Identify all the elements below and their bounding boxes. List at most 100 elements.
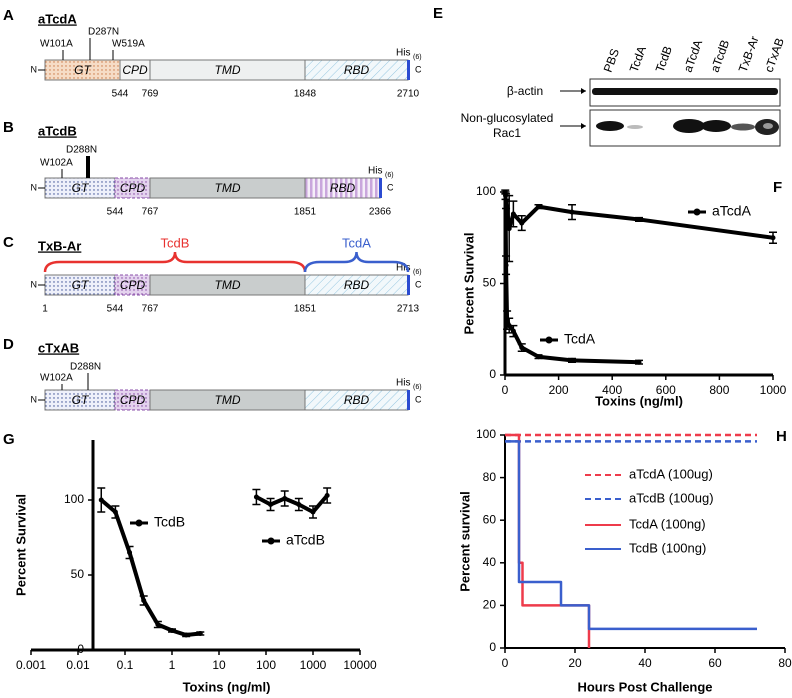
mutation-label: D288N [70, 362, 101, 373]
residue-number: 1851 [294, 304, 317, 315]
brace-label: TcdB [161, 235, 190, 250]
domain-label: TMD [215, 63, 241, 77]
residue-number: 2366 [369, 207, 392, 218]
data-point [183, 632, 189, 638]
mutation-label: D288N [66, 145, 97, 156]
y-tick-label: 0 [489, 640, 496, 654]
legend-swatch-marker [135, 519, 143, 527]
panel-letter: H [776, 428, 787, 445]
his-tag: His [368, 166, 382, 177]
his-tag-sub: (6) [413, 269, 422, 276]
mutation-label: W102A [40, 373, 73, 384]
y-tick-label: 60 [483, 512, 497, 526]
data-point [169, 628, 175, 633]
x-tick-label: 0 [502, 656, 509, 670]
y-axis-label: Percent Survival [13, 494, 28, 596]
x-tick-label: 20 [568, 656, 582, 670]
data-point [296, 502, 302, 507]
x-tick-label: 800 [709, 383, 729, 397]
domain-label: CPD [122, 63, 148, 77]
legend-label: aTcdA (100ug) [629, 466, 713, 481]
data-point [510, 211, 516, 217]
residue-number: 1 [42, 304, 48, 315]
data-point [536, 204, 541, 210]
legend-label: aTcdB (100ug) [629, 490, 714, 505]
residue-number: 544 [107, 207, 124, 218]
legend-label: TcdB (100ng) [629, 540, 706, 555]
series-line [505, 433, 591, 648]
lane-label: cTxAB [762, 36, 787, 74]
band [763, 123, 773, 129]
lane-label: TcdB [653, 44, 675, 74]
brace [43, 251, 307, 273]
lane-label: aTcdA [681, 38, 706, 74]
data-point [324, 493, 330, 498]
lane-label: PBS [601, 47, 622, 74]
panel-letter: F [773, 179, 782, 196]
x-tick-label: 200 [549, 383, 569, 397]
x-tick-label: 1000 [760, 383, 787, 397]
band [596, 121, 624, 131]
y-axis-label: Percent survival [457, 491, 472, 591]
x-tick-label: 60 [708, 656, 722, 670]
his-tag: His [396, 263, 410, 274]
data-point [506, 226, 512, 232]
residue-number: 1851 [294, 207, 317, 218]
domain-label: RBD [344, 393, 370, 407]
data-point [141, 598, 147, 603]
construct-title: aTcdB [38, 123, 77, 138]
domain-label: CPD [120, 393, 146, 407]
residue-number: 2713 [397, 304, 420, 315]
c-terminus: C [415, 64, 422, 74]
y-axis-label: Percent Survival [461, 233, 476, 335]
mutation-label: W519A [112, 39, 145, 50]
his-tag-mark [379, 178, 382, 198]
x-tick-label: 0.01 [66, 658, 90, 672]
x-tick-label: 400 [602, 383, 622, 397]
his-tag-mark [407, 60, 410, 80]
y-tick-label: 100 [476, 427, 496, 441]
his-tag: His [396, 48, 410, 59]
data-point [770, 235, 776, 241]
x-axis-label: Toxins (ng/ml) [183, 679, 271, 694]
x-axis-label: Toxins (ng/ml) [595, 393, 683, 408]
legend-swatch-marker [693, 208, 701, 216]
n-terminus: N [31, 279, 38, 289]
y-tick-label: 100 [476, 184, 496, 198]
blot-row-label: β-actin [506, 84, 544, 98]
band [731, 123, 755, 131]
domain-label: GT [74, 63, 92, 77]
panel-letter: C [3, 234, 14, 251]
x-tick-label: 10000 [343, 658, 377, 672]
n-terminus: N [31, 182, 38, 192]
x-tick-label: 40 [638, 656, 652, 670]
x-tick-label: 0 [502, 383, 509, 397]
data-point [253, 494, 259, 500]
panel-letter: D [3, 336, 14, 353]
residue-number: 544 [112, 89, 129, 100]
his-tag-mark [407, 275, 410, 295]
data-point [502, 189, 508, 195]
data-point [569, 357, 575, 363]
arrow-head [581, 123, 586, 129]
x-tick-label: 1 [169, 658, 176, 672]
residue-number: 769 [142, 89, 159, 100]
residue-number: 767 [142, 207, 159, 218]
y-tick-label: 0 [489, 367, 496, 381]
c-terminus: C [387, 182, 394, 192]
y-tick-label: 50 [71, 567, 85, 581]
data-point [506, 323, 512, 329]
data-point [155, 622, 161, 627]
his-tag-sub: (6) [385, 172, 394, 179]
panel-letter: B [3, 119, 14, 136]
his-tag-sub: (6) [413, 54, 422, 61]
x-axis-label: Hours Post Challenge [577, 679, 712, 694]
data-point [536, 354, 541, 360]
data-point [197, 631, 203, 636]
panel-letter: A [3, 7, 14, 24]
construct-title: cTxAB [38, 340, 79, 355]
legend-swatch-marker [545, 336, 553, 344]
x-tick-label: 100 [256, 658, 276, 672]
